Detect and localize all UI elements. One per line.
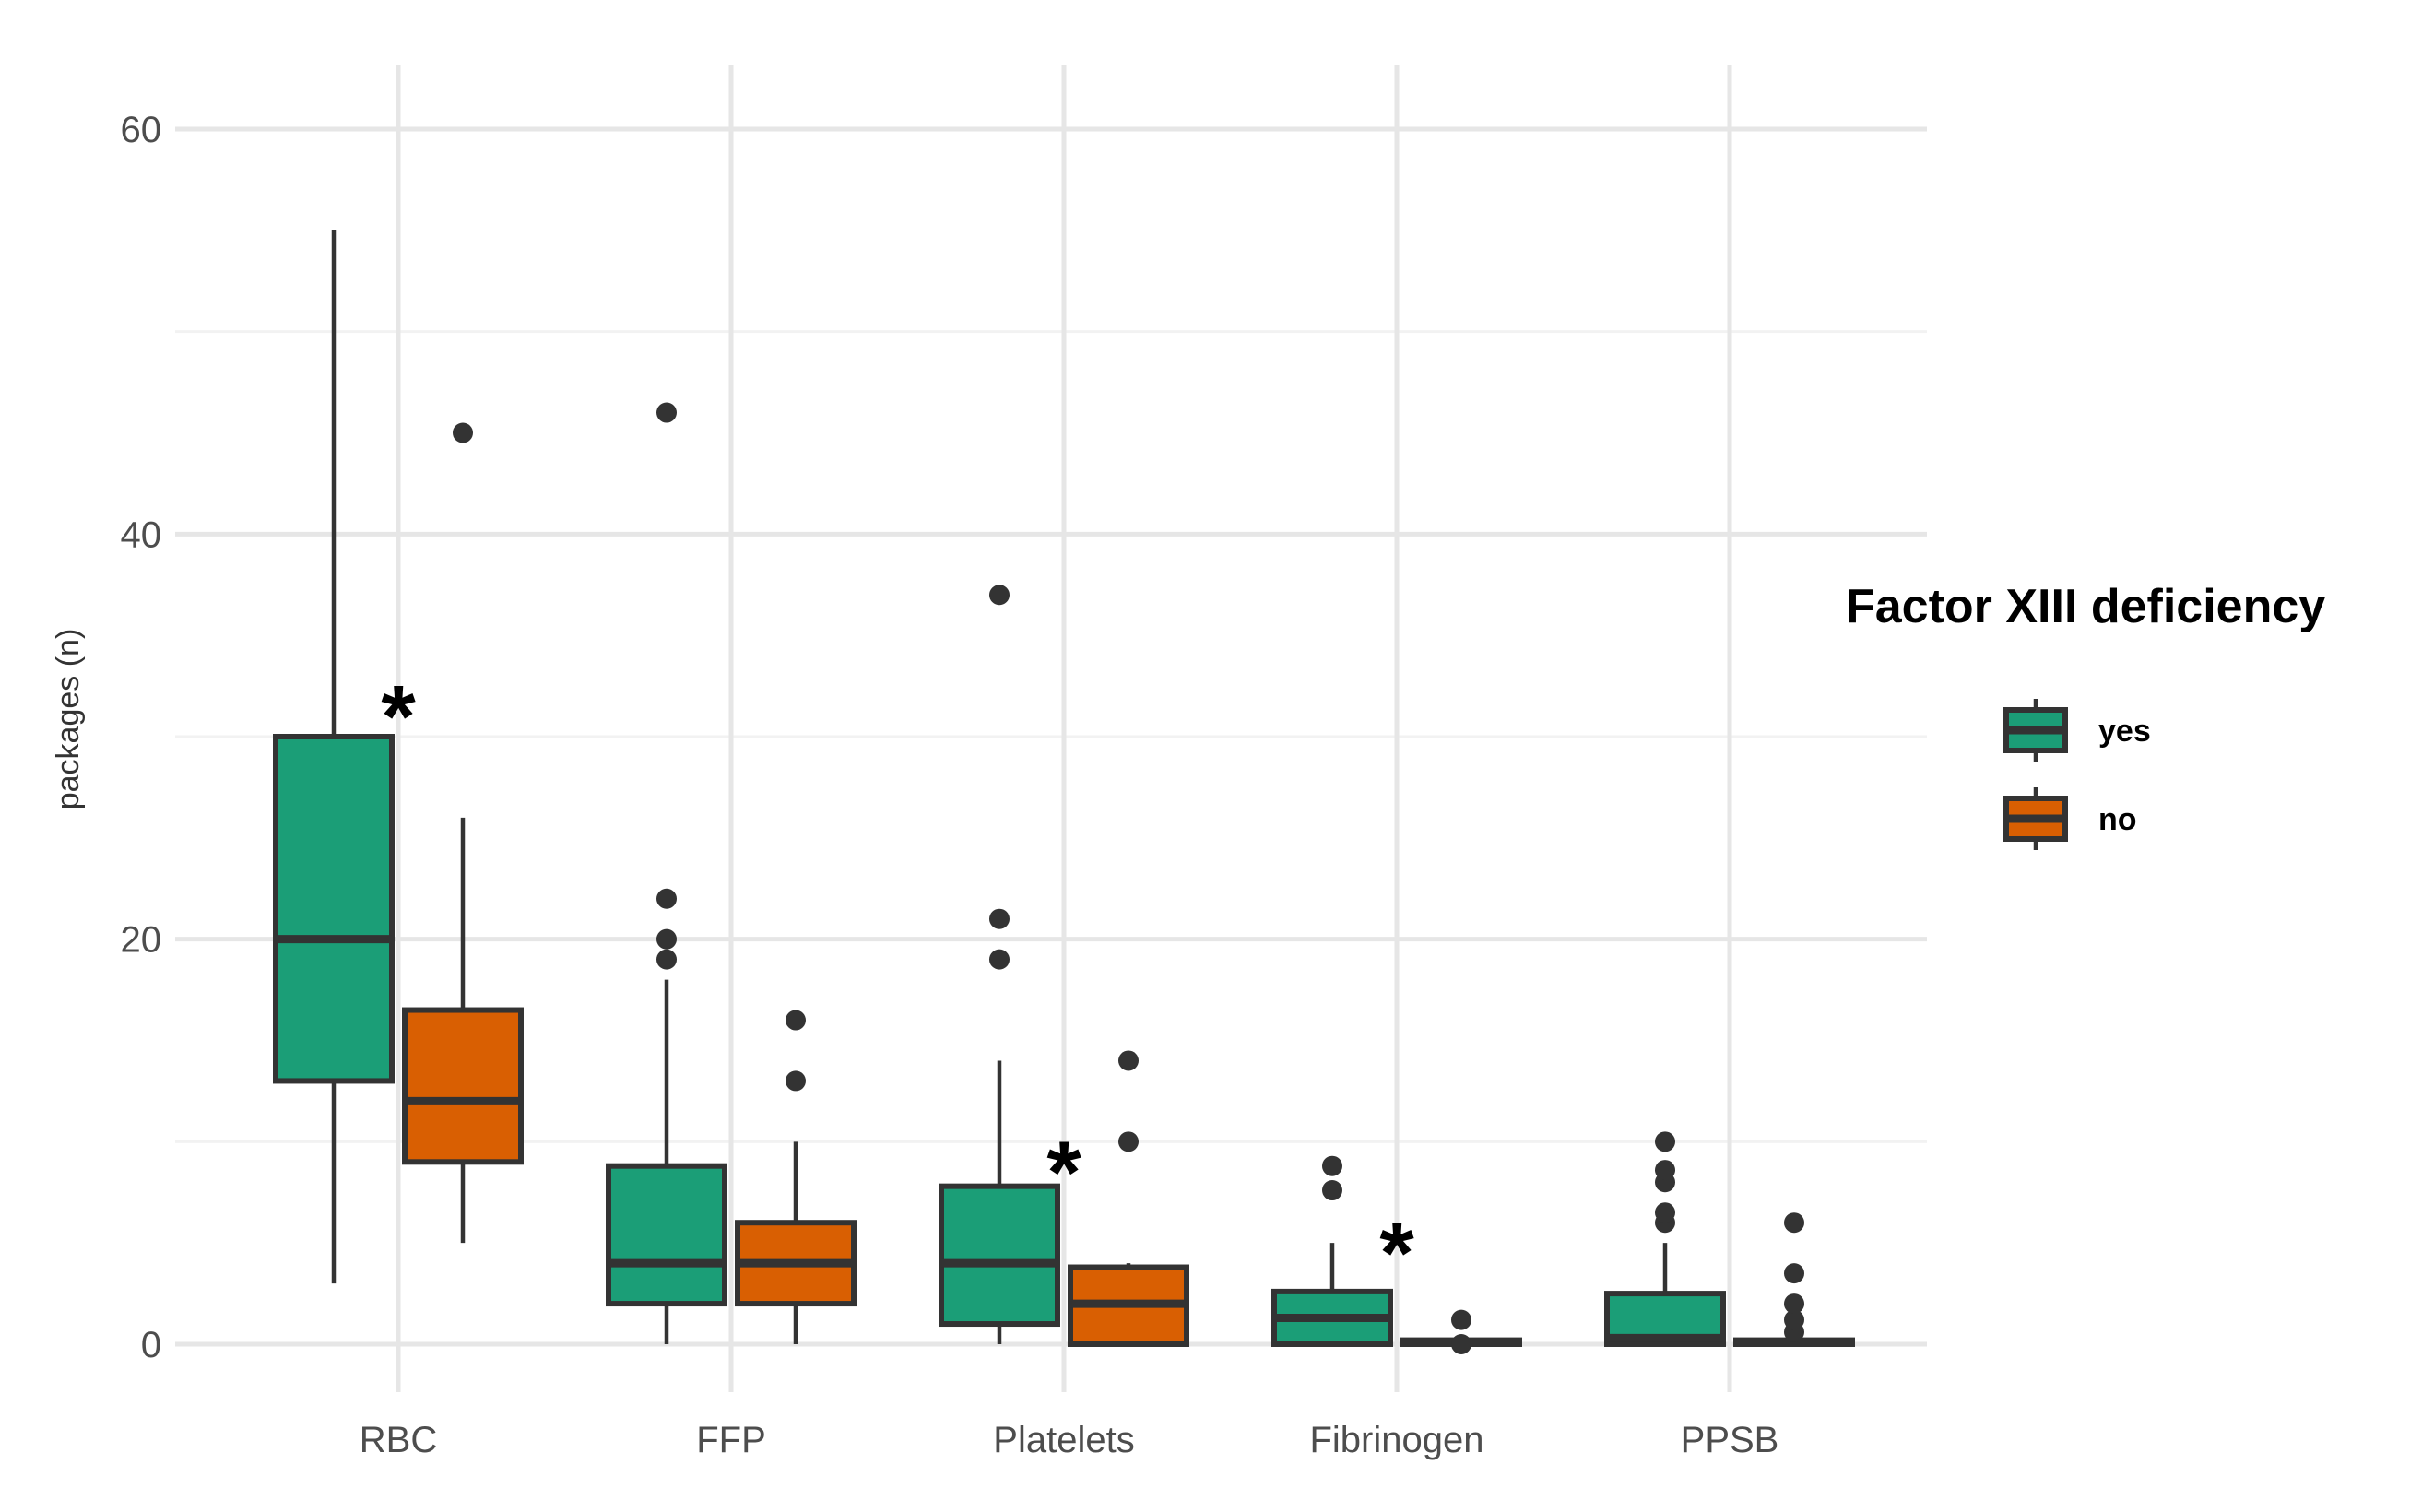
outlier-point xyxy=(1118,1131,1139,1152)
box-no-ppsb xyxy=(1733,1212,1855,1348)
legend-label: yes xyxy=(2098,714,2151,749)
box-yes-ppsb xyxy=(1604,1131,1726,1348)
y-tick-label: 0 xyxy=(141,1325,161,1365)
outlier-point xyxy=(1784,1309,1804,1330)
outlier-point xyxy=(1118,1050,1139,1071)
outlier-point xyxy=(1784,1212,1804,1234)
box-no-ffp xyxy=(735,1010,857,1344)
significance-star: * xyxy=(1046,1123,1081,1222)
significance-star: * xyxy=(1379,1204,1414,1303)
outlier-point xyxy=(656,928,677,950)
legend-title: Factor XIII deficiency xyxy=(1846,580,2325,633)
outlier-point xyxy=(1655,1202,1675,1223)
y-tick-label: 40 xyxy=(121,514,162,555)
outlier-point xyxy=(656,888,677,909)
x-tick-label: Fibrinogen xyxy=(1309,1420,1483,1460)
y-axis-title: packages (n) xyxy=(51,629,86,810)
outlier-point xyxy=(453,422,473,443)
outlier-point xyxy=(786,1070,806,1092)
annotations: * * * xyxy=(381,667,1414,1303)
x-tick-label: FFP xyxy=(696,1420,766,1460)
box-body xyxy=(939,1183,1060,1328)
box-no-rbc xyxy=(402,422,524,1244)
y-tick-label: 20 xyxy=(121,920,162,961)
legend-label: no xyxy=(2098,802,2137,837)
outlier-point xyxy=(989,949,1010,970)
legend-entry-no: no xyxy=(2003,787,2137,850)
box-body xyxy=(402,1007,524,1165)
outlier-point xyxy=(989,585,1010,606)
y-tick-label: 60 xyxy=(121,110,162,150)
outlier-point xyxy=(786,1010,806,1031)
outlier-point xyxy=(1655,1160,1675,1181)
x-axis: RBC FFP Platelets Fibrinogen PPSB xyxy=(360,1420,1779,1460)
box-yes-ffp xyxy=(606,402,727,1344)
box-yes-platelets xyxy=(939,585,1060,1344)
outlier-point xyxy=(656,949,677,970)
legend: Factor XIII deficiency yes no xyxy=(1846,580,2325,850)
box-no-fibrinogen xyxy=(1400,1309,1522,1354)
outlier-point xyxy=(1655,1131,1675,1152)
outlier-point xyxy=(1322,1155,1342,1176)
outlier-point xyxy=(656,402,677,423)
outlier-point xyxy=(1322,1180,1342,1201)
outlier-point xyxy=(1451,1309,1471,1330)
grid xyxy=(175,65,1927,1392)
box-body xyxy=(606,1163,727,1307)
outlier-point xyxy=(1784,1263,1804,1284)
outlier-point xyxy=(1784,1293,1804,1315)
legend-entry-yes: yes xyxy=(2003,699,2151,762)
y-axis: 0 20 40 60 xyxy=(121,110,162,1365)
outlier-point xyxy=(989,908,1010,929)
box-body xyxy=(273,734,395,1084)
box-no-platelets xyxy=(1068,1050,1189,1347)
x-tick-label: RBC xyxy=(360,1420,437,1460)
x-tick-label: Platelets xyxy=(993,1420,1134,1460)
boxes xyxy=(273,230,1855,1354)
box-yes-rbc xyxy=(273,230,395,1284)
outlier-point xyxy=(1451,1334,1471,1354)
x-tick-label: PPSB xyxy=(1681,1420,1779,1460)
significance-star: * xyxy=(381,667,416,766)
box-yes-fibrinogen xyxy=(1271,1155,1393,1348)
